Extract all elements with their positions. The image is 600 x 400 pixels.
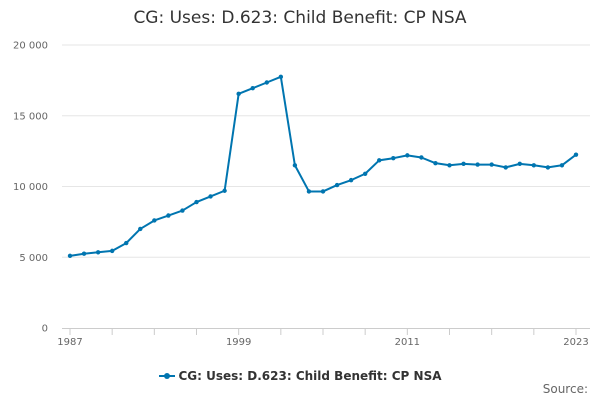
x-tick-label: 1987 (57, 337, 82, 348)
data-point (320, 189, 326, 194)
series-line (69, 75, 577, 257)
data-point (194, 199, 199, 205)
data-point (475, 162, 480, 167)
x-tick-label: 2011 (395, 337, 420, 348)
data-point (95, 250, 101, 255)
data-point (208, 194, 213, 199)
data-point (166, 213, 171, 218)
data-point (180, 208, 185, 213)
data-point (447, 163, 452, 168)
data-point (405, 153, 410, 158)
x-tick-label: 1999 (226, 337, 251, 348)
source-label: Source: (542, 382, 588, 396)
y-tick-label: 20 000 (13, 41, 48, 52)
y-tick-label: 0 (42, 324, 48, 335)
chart-title: CG: Uses: D.623: Child Benefit: CP NSA (133, 8, 467, 28)
data-point (348, 177, 354, 183)
data-point (545, 165, 551, 170)
legend-swatch-icon (158, 373, 175, 379)
legend: CG: Uses: D.623: Child Benefit: CP NSA (0, 366, 600, 383)
x-tick-label: 2023 (563, 337, 588, 348)
data-point (264, 80, 269, 85)
data-point (138, 226, 143, 232)
data-point (362, 171, 368, 176)
data-point (67, 253, 73, 259)
data-point (377, 158, 382, 163)
data-point (559, 163, 565, 168)
data-point (517, 161, 522, 167)
legend-item[interactable]: CG: Uses: D.623: Child Benefit: CP NSA (158, 369, 442, 383)
data-point (109, 248, 115, 254)
data-point (503, 165, 508, 170)
y-tick-label: 10 000 (13, 182, 48, 193)
data-point (419, 155, 424, 160)
data-point (124, 240, 129, 246)
data-point (222, 188, 227, 193)
data-point (250, 85, 255, 91)
y-tick-label: 15 000 (13, 111, 48, 122)
data-point (306, 189, 312, 194)
data-point (489, 162, 494, 167)
data-point (236, 91, 241, 97)
y-tick-label: 5 000 (19, 253, 48, 264)
data-point (81, 251, 87, 256)
legend-label: CG: Uses: D.623: Child Benefit: CP NSA (178, 369, 442, 383)
data-point (334, 182, 340, 188)
data-point (391, 156, 396, 161)
data-point (292, 163, 298, 168)
data-point (573, 152, 579, 157)
data-point (278, 74, 284, 80)
data-point (461, 161, 466, 167)
data-point (152, 218, 157, 223)
data-point (433, 160, 438, 166)
data-point (531, 163, 537, 168)
